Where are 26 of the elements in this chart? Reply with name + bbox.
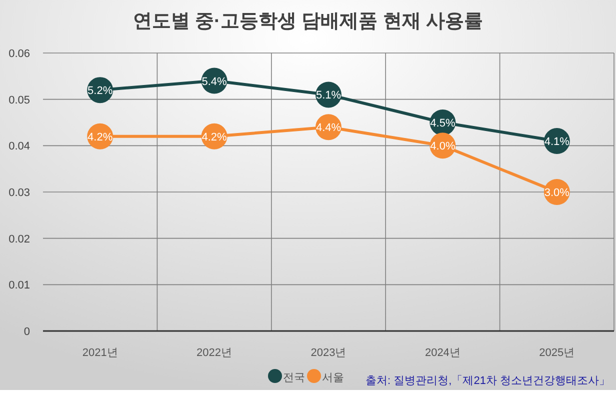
y-tick-label: 0: [24, 326, 30, 338]
data-label: 4.1%: [544, 136, 570, 148]
y-tick-label: 0.01: [8, 280, 30, 292]
legend-label: 서울: [322, 372, 344, 384]
y-tick-label: 0.03: [8, 187, 30, 199]
x-tick-label: 2024년: [424, 347, 460, 359]
x-tick-label: 2025년: [539, 347, 575, 359]
data-label: 4.5%: [430, 118, 456, 130]
data-label: 4.0%: [430, 140, 456, 153]
legend-label: 전국: [283, 372, 305, 384]
source-note: 출처: 질병관리청,「제21차 청소년건강행태조사」: [366, 375, 610, 387]
chart-title: 연도별 중·고등학생 담배제품 현재 사용률: [132, 11, 484, 32]
y-tick-label: 0.05: [8, 94, 30, 106]
y-tick-label: 0.06: [8, 48, 30, 60]
x-tick-label: 2023년: [310, 347, 346, 359]
data-label: 5.1%: [316, 90, 342, 102]
data-label: 3.0%: [544, 187, 570, 199]
data-label: 4.2%: [88, 131, 113, 144]
x-tick-label: 2021년: [82, 347, 118, 359]
data-label: 4.2%: [202, 131, 228, 144]
x-tick-label: 2022년: [196, 347, 232, 359]
data-label: 5.2%: [88, 85, 113, 98]
data-label: 5.4%: [202, 76, 228, 88]
data-label: 4.4%: [316, 122, 342, 134]
y-tick-label: 0.04: [8, 140, 30, 153]
y-tick-label: 0.02: [8, 233, 30, 246]
